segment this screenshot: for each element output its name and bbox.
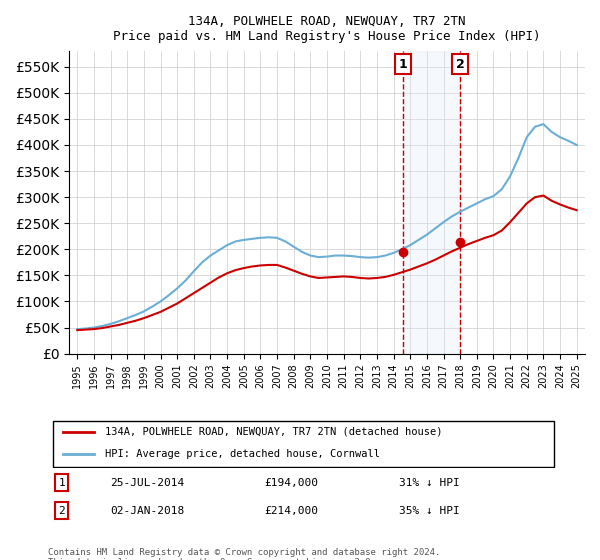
Text: £214,000: £214,000 bbox=[265, 506, 319, 516]
Text: HPI: Average price, detached house, Cornwall: HPI: Average price, detached house, Corn… bbox=[105, 449, 380, 459]
Bar bbox=[403, 51, 460, 353]
Text: Contains HM Land Registry data © Crown copyright and database right 2024.
This d: Contains HM Land Registry data © Crown c… bbox=[48, 548, 440, 560]
Text: 1: 1 bbox=[58, 478, 65, 488]
Text: 2: 2 bbox=[58, 506, 65, 516]
Text: 31% ↓ HPI: 31% ↓ HPI bbox=[399, 478, 460, 488]
FancyBboxPatch shape bbox=[53, 422, 554, 466]
Title: 134A, POLWHELE ROAD, NEWQUAY, TR7 2TN
Price paid vs. HM Land Registry's House Pr: 134A, POLWHELE ROAD, NEWQUAY, TR7 2TN Pr… bbox=[113, 15, 541, 43]
Text: 25-JUL-2014: 25-JUL-2014 bbox=[110, 478, 184, 488]
Text: 1: 1 bbox=[398, 58, 407, 71]
Text: 134A, POLWHELE ROAD, NEWQUAY, TR7 2TN (detached house): 134A, POLWHELE ROAD, NEWQUAY, TR7 2TN (d… bbox=[105, 427, 442, 437]
Text: 2: 2 bbox=[456, 58, 464, 71]
Text: 35% ↓ HPI: 35% ↓ HPI bbox=[399, 506, 460, 516]
Text: 02-JAN-2018: 02-JAN-2018 bbox=[110, 506, 184, 516]
Text: £194,000: £194,000 bbox=[265, 478, 319, 488]
